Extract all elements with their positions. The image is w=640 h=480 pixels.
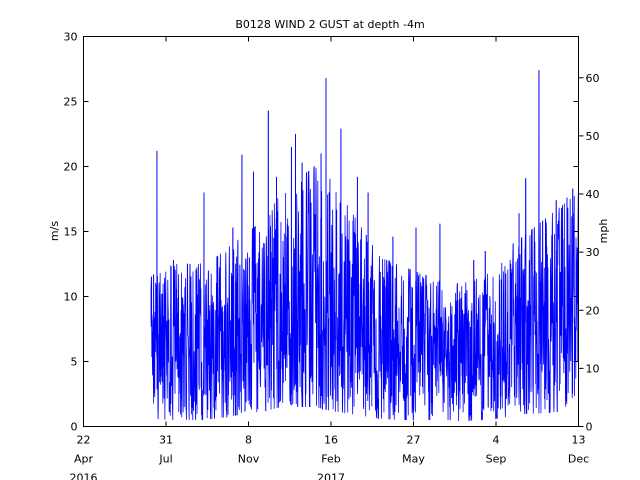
x-tick-day-label: 8	[245, 434, 252, 447]
chart-title: B0128 WIND 2 GUST at depth -4m	[235, 18, 424, 31]
x-tick-day-label: 27	[407, 434, 421, 447]
x-tick-month-label: Sep	[486, 453, 507, 466]
left-y-tick-label: 15	[64, 226, 78, 239]
left-y-axis: 0 5 10 15 20 25 30	[64, 31, 579, 434]
x-tick-month-label: May	[402, 453, 425, 466]
x-tick-day-label: 22	[77, 434, 91, 447]
left-y-tick-label: 25	[64, 96, 78, 109]
left-y-tick-label: 0	[71, 421, 78, 434]
x-tick-year-label: 2017	[317, 472, 345, 480]
x-tick-day-label: 4	[493, 434, 500, 447]
left-y-tick-label: 20	[64, 161, 78, 174]
series-group	[150, 70, 579, 421]
x-tick-day-label: 13	[572, 434, 586, 447]
right-y-tick-label: 0	[586, 421, 593, 434]
right-y-axis: 0 10 20 30 40 50 60	[578, 72, 600, 434]
x-tick-month-label: Feb	[321, 453, 340, 466]
x-tick-month-label: Nov	[238, 453, 260, 466]
left-y-tick-label: 10	[64, 291, 78, 304]
right-y-tick-label: 60	[586, 72, 600, 85]
left-y-tick-label: 30	[64, 31, 78, 44]
x-axis: 22 Apr 2016 31 Jul 8 Nov 16 Feb 2017 27 May 4 Sep 13 De…	[70, 36, 589, 480]
left-y-axis-label: m/s	[48, 221, 61, 241]
gust-series-line	[150, 70, 579, 421]
right-y-tick-label: 40	[586, 188, 600, 201]
x-tick-day-label: 31	[159, 434, 173, 447]
left-y-tick-label: 5	[71, 356, 78, 369]
x-tick-month-label: Jul	[158, 453, 172, 466]
x-tick-month-label: Dec	[568, 453, 589, 466]
x-tick-day-label: 16	[324, 434, 338, 447]
x-tick-month-label: Apr	[74, 453, 94, 466]
x-tick-year-label: 2016	[70, 472, 98, 480]
right-y-axis-label: mph	[597, 219, 610, 244]
right-y-tick-label: 20	[586, 304, 600, 317]
right-y-tick-label: 50	[586, 130, 600, 143]
right-y-tick-label: 10	[586, 362, 600, 375]
right-y-tick-label: 30	[586, 246, 600, 259]
